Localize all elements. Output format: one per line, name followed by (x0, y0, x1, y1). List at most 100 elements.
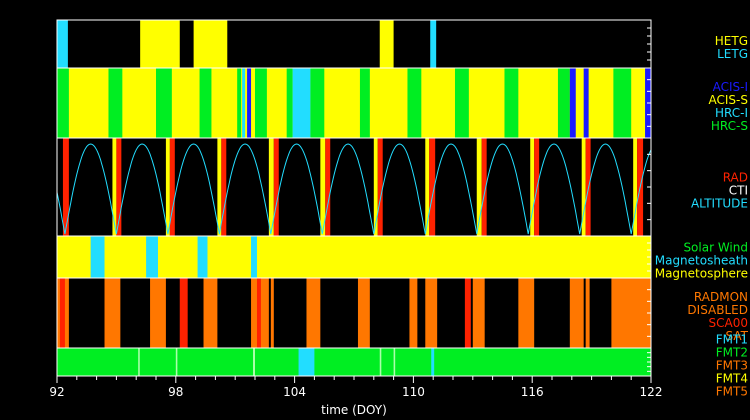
region-segment (251, 236, 257, 278)
radiation-segment (268, 138, 274, 236)
x-tick-label: 104 (283, 385, 306, 399)
x-tick-label: 92 (49, 385, 64, 399)
grating-segment (430, 20, 437, 68)
altitude-curve (56, 143, 652, 235)
radmon-segment (409, 278, 418, 348)
radiation-segment (373, 138, 378, 236)
instrument-segment (359, 68, 370, 138)
radiation-segment (273, 138, 279, 236)
legend-acis-i: ACIS-I (713, 80, 748, 94)
instrument-segment (583, 68, 589, 138)
radiation-segment (581, 138, 586, 236)
legend-magnetosphere: Magnetosphere (655, 267, 748, 281)
x-tick-label: 110 (402, 385, 425, 399)
radmon-segment (256, 278, 261, 348)
legend-sca00: SCA00 (709, 316, 748, 330)
instrument-segment (156, 68, 172, 138)
legend-fmt2: FMT2 (716, 346, 748, 360)
radiation-segment (425, 138, 430, 236)
radiation-segment (476, 138, 482, 236)
radiation-segment (633, 138, 638, 236)
instrument-segment (286, 68, 293, 138)
x-axis-label: time (DOY) (321, 403, 387, 417)
instrument-segment (247, 68, 252, 138)
x-tick-label: 98 (168, 385, 183, 399)
radmon-segment (203, 278, 218, 348)
radmon-segment (585, 278, 590, 348)
legend-acis-s: ACIS-S (709, 93, 748, 107)
instrument-segment (407, 68, 422, 138)
radmon-segment (306, 278, 321, 348)
instrument-segment (310, 68, 325, 138)
region-segment (197, 236, 208, 278)
instrument-segment (242, 68, 246, 138)
legend-fmt1: FMT1 (716, 333, 748, 347)
format-segment (393, 348, 396, 376)
instrument-segment (292, 68, 311, 138)
radiation-segment (530, 138, 535, 236)
radmon-segment (472, 278, 485, 348)
radiation-segment (116, 138, 122, 236)
region-segment (146, 236, 158, 278)
legend-fmt5: FMT5 (716, 385, 748, 399)
legend-hetg: HETG (715, 34, 748, 48)
legend-rad: RAD (723, 171, 748, 185)
radmon-segment (59, 278, 65, 348)
instrument-segment (569, 68, 576, 138)
radiation-segment (320, 138, 326, 236)
radiation-segment (217, 138, 222, 236)
legend-solar-wind: Solar Wind (683, 241, 748, 255)
instrument-segment (557, 68, 570, 138)
radmon-segment (150, 278, 166, 348)
instrument-segment (504, 68, 519, 138)
radmon-panel-background (57, 278, 651, 348)
legend-sat: SAT (726, 329, 749, 343)
format-panel-background (57, 348, 651, 376)
grating-segment (379, 20, 394, 68)
format-segment (379, 348, 382, 376)
radiation-segment (481, 138, 487, 236)
radiation-segment (169, 138, 175, 236)
grating-segment (193, 20, 228, 68)
radiation-panel-background (57, 138, 651, 236)
radiation-segment (585, 138, 591, 236)
radiation-segment (62, 138, 69, 236)
radmon-segment (611, 278, 651, 348)
radiation-segment (534, 138, 540, 236)
format-segment (138, 348, 140, 376)
radmon-segment (425, 278, 438, 348)
grating-segment (57, 20, 68, 68)
radiation-segment (165, 138, 170, 236)
legend-hrc-s: HRC-S (711, 119, 748, 133)
radmon-segment (270, 278, 274, 348)
region-segment (90, 236, 105, 278)
legend-fmt3: FMT3 (716, 359, 748, 373)
instrument-segment (199, 68, 212, 138)
format-segment (298, 348, 315, 376)
legend-hrc-i: HRC-I (715, 106, 748, 120)
legend-magnetosheath: Magnetosheath (655, 254, 748, 268)
radmon-segment (518, 278, 535, 348)
grating-segment (140, 20, 180, 68)
format-segment (175, 348, 178, 376)
radiation-segment (429, 138, 436, 236)
legend-disabled: DISABLED (687, 303, 748, 317)
instrument-segment (613, 68, 632, 138)
legend-altitude: ALTITUDE (691, 197, 748, 211)
legend-letg: LETG (717, 47, 748, 61)
format-segment (253, 348, 255, 376)
legend-radmon: RADMON (694, 290, 748, 304)
x-tick-label: 122 (640, 385, 663, 399)
instrument-segment (454, 68, 469, 138)
legend-cti: CTI (729, 184, 748, 198)
legend-fmt4: FMT4 (716, 372, 748, 386)
radmon-segment (569, 278, 584, 348)
radmon-segment (357, 278, 370, 348)
format-segment (431, 348, 435, 376)
radmon-segment (104, 278, 121, 348)
radmon-segment (464, 278, 471, 348)
radmon-segment (179, 278, 188, 348)
instrument-segment (255, 68, 267, 138)
